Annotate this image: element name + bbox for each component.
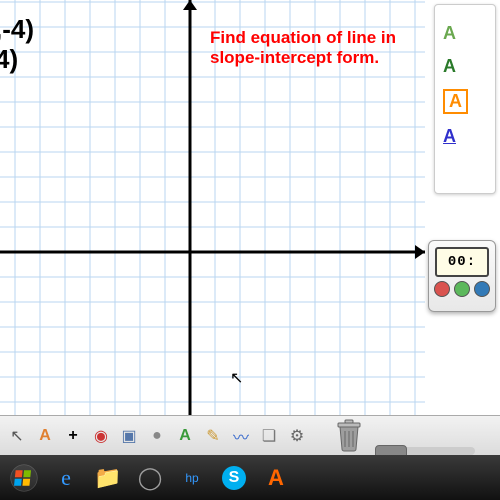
taskbar-apps: e📁◯hpSA <box>46 460 296 496</box>
camera-icon[interactable]: ▣ <box>118 425 140 447</box>
timer-button-0[interactable] <box>434 281 450 297</box>
answer-panel: AAAA <box>434 4 496 194</box>
marker-icon[interactable]: ✎ <box>202 425 224 447</box>
answer-option-3[interactable]: A <box>443 126 487 147</box>
trash-icon[interactable] <box>334 419 364 453</box>
ie-icon[interactable]: e <box>46 460 86 496</box>
instruction-text: Find equation of line in slope-intercept… <box>210 28 420 69</box>
app-icon[interactable]: ◯ <box>130 460 170 496</box>
text-icon[interactable]: A <box>34 425 56 447</box>
wave-icon[interactable]: 〰 <box>230 425 252 447</box>
start-button[interactable] <box>4 458 44 498</box>
timer-display: 00: <box>435 247 489 277</box>
timer-widget[interactable]: 00: <box>428 240 496 312</box>
answer-option-2[interactable]: A <box>443 89 487 114</box>
answer-option-1[interactable]: A <box>443 56 487 77</box>
timer-button-1[interactable] <box>454 281 470 297</box>
add-icon[interactable]: + <box>62 425 84 447</box>
windows-taskbar: e📁◯hpSA <box>0 455 500 500</box>
scroll-track[interactable] <box>375 447 475 455</box>
explorer-icon[interactable]: 📁 <box>88 460 128 496</box>
record-icon[interactable]: ● <box>146 425 168 447</box>
windows-logo-icon <box>10 464 38 492</box>
answer-option-0[interactable]: A <box>443 23 487 44</box>
timer-button-2[interactable] <box>474 281 490 297</box>
pointer-icon[interactable]: ↖ <box>6 425 28 447</box>
aplus-icon[interactable]: A <box>256 460 296 496</box>
point-2: 4) <box>0 44 18 74</box>
doc-icon[interactable]: ❏ <box>258 425 280 447</box>
whiteboard-canvas[interactable]: ,-4) 4) Find equation of line in slope-i… <box>0 0 425 415</box>
text2-icon[interactable]: A <box>174 425 196 447</box>
points-text: ,-4) 4) <box>0 15 34 75</box>
timer-buttons <box>429 281 495 297</box>
hp-icon[interactable]: hp <box>172 460 212 496</box>
skype-icon[interactable]: S <box>214 460 254 496</box>
point-1: ,-4) <box>0 14 34 44</box>
config-icon[interactable]: ⚙ <box>286 425 308 447</box>
palette-icon[interactable]: ◉ <box>90 425 112 447</box>
